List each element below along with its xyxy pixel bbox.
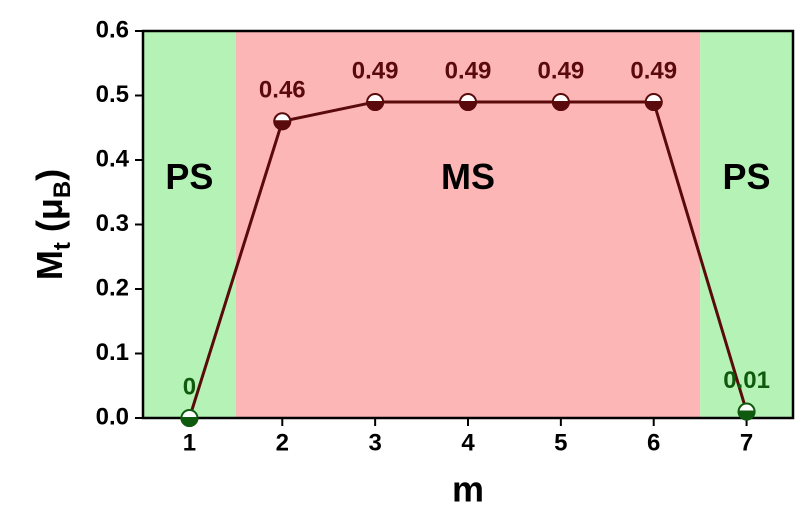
marker-bottom xyxy=(644,100,663,111)
marker xyxy=(458,92,478,111)
region-label: PS xyxy=(723,156,771,197)
data-label: 0.49 xyxy=(352,57,399,84)
y-tick-label: 0.1 xyxy=(96,339,129,366)
region xyxy=(700,31,793,418)
y-axis-label-part: ) xyxy=(29,169,70,181)
marker-bottom xyxy=(273,120,292,131)
x-axis-label: m xyxy=(452,469,484,510)
region xyxy=(143,31,236,418)
x-tick-label: 3 xyxy=(368,429,381,456)
y-axis-label-part: t xyxy=(49,242,76,250)
x-tick-label: 5 xyxy=(554,429,567,456)
x-tick-label: 2 xyxy=(276,429,289,456)
marker-bottom xyxy=(366,100,385,111)
y-tick-label: 0.2 xyxy=(96,274,129,301)
marker-bottom xyxy=(737,410,756,421)
region-label: MS xyxy=(441,156,495,197)
x-tick-label: 6 xyxy=(647,429,660,456)
marker xyxy=(180,409,199,427)
marker-bottom xyxy=(458,100,478,111)
marker xyxy=(273,112,292,131)
x-tick-label: 1 xyxy=(183,429,196,456)
y-axis-label-part: (μ xyxy=(29,198,70,242)
data-label: 0.01 xyxy=(723,367,770,394)
marker xyxy=(737,402,756,421)
x-tick-label: 7 xyxy=(740,429,753,456)
y-axis-label-part: M xyxy=(29,250,70,280)
y-axis-label: Mt (μB) xyxy=(29,169,77,280)
data-label: 0.49 xyxy=(445,57,492,84)
x-tick-label: 4 xyxy=(461,429,475,456)
region-label: PS xyxy=(165,156,213,197)
data-label: 0.49 xyxy=(537,57,584,84)
y-tick-label: 0.6 xyxy=(96,16,129,43)
plot-frame xyxy=(141,29,795,420)
marker xyxy=(366,92,385,111)
marker xyxy=(551,92,570,111)
y-tick-label: 0.5 xyxy=(96,81,129,108)
y-tick-label: 0.0 xyxy=(96,403,129,430)
marker xyxy=(644,92,663,111)
data-label: 0.49 xyxy=(630,57,677,84)
marker-bottom xyxy=(180,417,199,427)
data-label: 0.46 xyxy=(259,77,306,104)
y-tick-label: 0.4 xyxy=(96,145,130,172)
marker-bottom xyxy=(551,100,570,111)
y-axis-label-part: B xyxy=(49,181,76,198)
data-label: 0 xyxy=(183,373,196,400)
y-tick-label: 0.3 xyxy=(96,210,129,237)
